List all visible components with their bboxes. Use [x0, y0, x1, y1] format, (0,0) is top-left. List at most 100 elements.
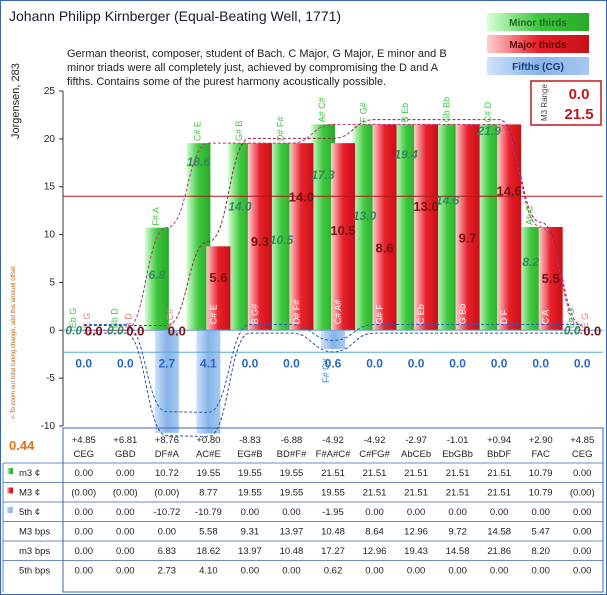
fifth-bps-label: 0.0: [366, 356, 383, 370]
table-row-label: 5th bps: [19, 566, 50, 577]
major-note-label: C A: [541, 310, 551, 325]
category-label: CEG: [73, 449, 94, 460]
major-third-bar: [414, 124, 439, 331]
major-note-label: E G: [82, 313, 92, 329]
row-swatch: [7, 468, 13, 474]
table-cell: 8.77: [199, 488, 218, 499]
major-cents-curve: [83, 119, 583, 326]
table-cell: 0.00: [75, 546, 94, 557]
category-label: BbDF: [487, 449, 511, 460]
fifth-bar: [321, 330, 345, 349]
m3-range-min: 0.0: [569, 86, 590, 103]
table-cell: 21.51: [404, 488, 428, 499]
table-cell: 0.62: [324, 566, 343, 577]
table-cell: 21.51: [446, 488, 470, 499]
fifth-bps-label: 0.0: [283, 356, 300, 370]
fifth-bps-label: 0.0: [117, 356, 134, 370]
minor-bps-label: 0.0: [107, 323, 124, 337]
fifth-bps-label: 4.1: [200, 356, 217, 370]
major-bps-label: 0.0: [583, 323, 601, 338]
category-label: AC#E: [196, 449, 221, 460]
table-cell: (0.00): [154, 488, 179, 499]
table-cell: 13.97: [238, 546, 262, 557]
table-cell: 9.31: [241, 527, 260, 538]
table-cell: 0.00: [573, 566, 592, 577]
fifth-bps-label: 0.0: [242, 356, 259, 370]
zoom-note: <-To zoom out total tuning change, add t…: [11, 264, 17, 419]
table-cell: 0.00: [75, 527, 94, 538]
table-cell: (0.00): [71, 488, 96, 499]
table-cell: 0.00: [241, 507, 260, 518]
data-table: +4.85 CEG +6.81 GBD +8.76 DF#A +0.80 AC#E -8.83 E…: [2, 427, 604, 593]
minor-note-label: C# D: [483, 101, 493, 122]
table-cell: 0.00: [573, 507, 592, 518]
major-note-label: B D: [123, 313, 133, 329]
table-cell: 17.27: [321, 546, 345, 557]
minor-note-label: Eb G: [68, 308, 78, 329]
fifth-bar: [196, 330, 221, 434]
chart-title: Johann Philipp Kirnberger (Equal-Beating…: [9, 8, 341, 24]
table-cell: -10.79: [195, 507, 222, 518]
m3-range-max: 21.5: [564, 106, 593, 123]
fifth-bps-label: 0.0: [491, 356, 508, 370]
table-cell: 21.51: [446, 468, 470, 479]
minor-note-label: D# F#: [275, 117, 285, 142]
y-tick-label: 15: [44, 182, 56, 193]
fifth-bps-label: 0.6: [325, 356, 342, 370]
table-cell: 19.55: [280, 488, 304, 499]
category-label: EG#B: [237, 449, 262, 460]
category-label: C#FG#: [359, 449, 390, 460]
table-cell: 6.83: [158, 546, 177, 557]
table-row-label: M3 ¢: [19, 488, 40, 499]
deviation-label: -2.97: [405, 435, 427, 446]
table-cell: 0.00: [490, 566, 509, 577]
table-cell: 0.00: [282, 507, 301, 518]
offset-value: 0.44: [9, 438, 35, 453]
table-cell: 0.00: [241, 566, 260, 577]
table-cell: 19.43: [404, 546, 428, 557]
y-tick-label: 25: [44, 86, 56, 97]
category-label: F#A#C#: [316, 449, 352, 460]
deviation-label: -6.88: [281, 435, 303, 446]
table-cell: 0.00: [531, 507, 550, 518]
category-label: FAC: [531, 449, 550, 460]
deviation-label: -8.83: [239, 435, 261, 446]
table-row-label: m3 ¢: [19, 468, 40, 479]
table-row-label: 5th ¢: [19, 507, 40, 518]
major-third-bar: [206, 246, 231, 331]
table-cell: 0.00: [365, 507, 384, 518]
table-cell: 10.48: [280, 546, 304, 557]
table-cell: (0.00): [570, 488, 595, 499]
minor-third-bar: [144, 227, 169, 331]
deviation-label: +8.76: [155, 435, 179, 446]
table-cell: 0.00: [573, 546, 592, 557]
y-tick-label: -10: [41, 421, 56, 432]
major-bps-label: 14.6: [496, 184, 521, 199]
row-swatch: [7, 507, 13, 513]
legend-minor-label: Minor thirds: [509, 18, 567, 29]
legend-minor-swatch: [487, 13, 589, 31]
minor-bps-label: 14.6: [436, 194, 460, 208]
major-bps-label: 14.0: [289, 190, 314, 205]
major-note-label: G# F: [375, 304, 385, 325]
major-note-label: A C#: [165, 309, 175, 329]
table-cell: 19.55: [238, 488, 262, 499]
table-cell: 0.00: [75, 566, 94, 577]
table-cell: 0.00: [116, 527, 135, 538]
m3-range-label: M3 Range: [540, 84, 549, 121]
major-third-bar: [455, 124, 480, 331]
table-cell: 9.72: [448, 527, 467, 538]
minor-note-label: F G#: [359, 102, 369, 122]
deviation-label: +4.85: [570, 435, 594, 446]
major-bps-label: 9.3: [251, 234, 269, 249]
table-cell: 0.00: [407, 566, 426, 577]
table-cell: 19.55: [196, 468, 220, 479]
minor-note-label: Bb D: [109, 308, 119, 329]
legend-fifth-swatch: [487, 57, 589, 75]
table-cell: 0.00: [75, 507, 94, 518]
fifth-bps-label: 0.0: [574, 356, 591, 370]
major-bps-label: 13.0: [413, 199, 438, 214]
category-label: BD#F#: [277, 449, 307, 460]
minor-bps-label: 10.5: [270, 233, 294, 247]
